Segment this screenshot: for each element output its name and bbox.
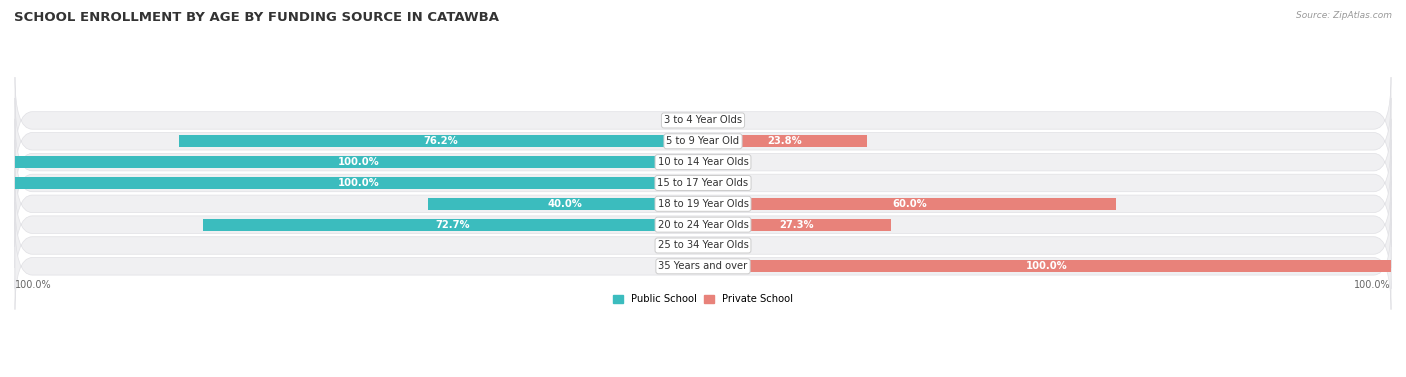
Text: 100.0%: 100.0% bbox=[1026, 261, 1067, 271]
Text: 23.8%: 23.8% bbox=[768, 136, 803, 146]
Bar bbox=[179, 135, 703, 147]
FancyBboxPatch shape bbox=[15, 98, 1391, 185]
Text: 0.0%: 0.0% bbox=[668, 261, 693, 271]
Bar bbox=[703, 219, 891, 231]
Text: 100.0%: 100.0% bbox=[15, 280, 52, 290]
Text: 35 Years and over: 35 Years and over bbox=[658, 261, 748, 271]
Text: 100.0%: 100.0% bbox=[339, 157, 380, 167]
Text: 10 to 14 Year Olds: 10 to 14 Year Olds bbox=[658, 157, 748, 167]
Text: 15 to 17 Year Olds: 15 to 17 Year Olds bbox=[658, 178, 748, 188]
Text: 5 to 9 Year Old: 5 to 9 Year Old bbox=[666, 136, 740, 146]
FancyBboxPatch shape bbox=[15, 181, 1391, 268]
FancyBboxPatch shape bbox=[15, 119, 1391, 205]
Text: 72.7%: 72.7% bbox=[436, 220, 470, 230]
FancyBboxPatch shape bbox=[15, 202, 1391, 289]
Text: 0.0%: 0.0% bbox=[713, 115, 738, 126]
Text: 0.0%: 0.0% bbox=[713, 241, 738, 250]
Text: 0.0%: 0.0% bbox=[668, 241, 693, 250]
Legend: Public School, Private School: Public School, Private School bbox=[609, 290, 797, 308]
Bar bbox=[703, 260, 1391, 272]
Text: 0.0%: 0.0% bbox=[713, 178, 738, 188]
Text: 0.0%: 0.0% bbox=[713, 157, 738, 167]
Bar bbox=[703, 135, 866, 147]
Text: 18 to 19 Year Olds: 18 to 19 Year Olds bbox=[658, 199, 748, 209]
Text: 60.0%: 60.0% bbox=[891, 199, 927, 209]
Bar bbox=[202, 219, 703, 231]
Text: 27.3%: 27.3% bbox=[779, 220, 814, 230]
Text: SCHOOL ENROLLMENT BY AGE BY FUNDING SOURCE IN CATAWBA: SCHOOL ENROLLMENT BY AGE BY FUNDING SOUR… bbox=[14, 11, 499, 24]
Bar bbox=[15, 177, 703, 189]
Text: 40.0%: 40.0% bbox=[548, 199, 583, 209]
Text: 100.0%: 100.0% bbox=[339, 178, 380, 188]
Bar bbox=[15, 156, 703, 168]
Bar bbox=[427, 198, 703, 210]
Text: Source: ZipAtlas.com: Source: ZipAtlas.com bbox=[1296, 11, 1392, 20]
Bar bbox=[703, 198, 1116, 210]
Text: 0.0%: 0.0% bbox=[668, 115, 693, 126]
FancyBboxPatch shape bbox=[15, 223, 1391, 310]
Text: 76.2%: 76.2% bbox=[423, 136, 458, 146]
Text: 25 to 34 Year Olds: 25 to 34 Year Olds bbox=[658, 241, 748, 250]
Text: 20 to 24 Year Olds: 20 to 24 Year Olds bbox=[658, 220, 748, 230]
FancyBboxPatch shape bbox=[15, 139, 1391, 226]
FancyBboxPatch shape bbox=[15, 77, 1391, 164]
Text: 100.0%: 100.0% bbox=[1354, 280, 1391, 290]
FancyBboxPatch shape bbox=[15, 161, 1391, 247]
Text: 3 to 4 Year Olds: 3 to 4 Year Olds bbox=[664, 115, 742, 126]
